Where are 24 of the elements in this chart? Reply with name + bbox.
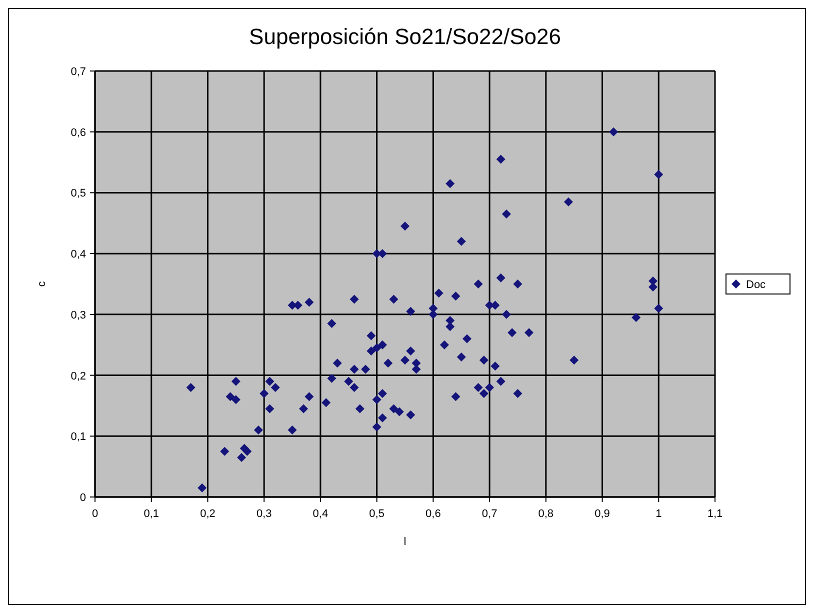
y-axis-title: c [36, 280, 48, 287]
x-tick-label: 0,1 [144, 508, 160, 520]
x-tick-label: 0,4 [312, 508, 328, 520]
y-tick-label: 0,5 [70, 188, 86, 200]
x-tick-label: 0,7 [482, 508, 498, 520]
x-tick-label: 0,6 [426, 508, 441, 520]
y-tick-label: 0,4 [70, 248, 86, 261]
x-axis-title: l [404, 536, 406, 548]
x-tick-label: 0 [92, 508, 98, 520]
y-tick-label: 0,2 [70, 370, 86, 382]
x-tick-label: 0,8 [538, 508, 554, 520]
y-tick-label: 0,7 [70, 66, 86, 78]
legend-label: Doc [746, 279, 766, 291]
x-tick-label: 0,3 [256, 508, 272, 520]
x-tick-label: 1 [656, 508, 662, 520]
x-tick-label: 0,5 [369, 508, 384, 520]
y-tick-label: 0,3 [70, 309, 86, 322]
y-tick-label: 0,6 [70, 126, 86, 139]
x-tick-label: 0,2 [200, 508, 216, 520]
chart-title: Superposición So21/So22/So26 [249, 24, 561, 49]
x-tick-label: 0,9 [594, 508, 610, 520]
y-tick-label: 0,1 [70, 431, 86, 444]
y-tick-label: 0 [80, 492, 86, 504]
x-tick-label: 1,1 [707, 508, 723, 520]
